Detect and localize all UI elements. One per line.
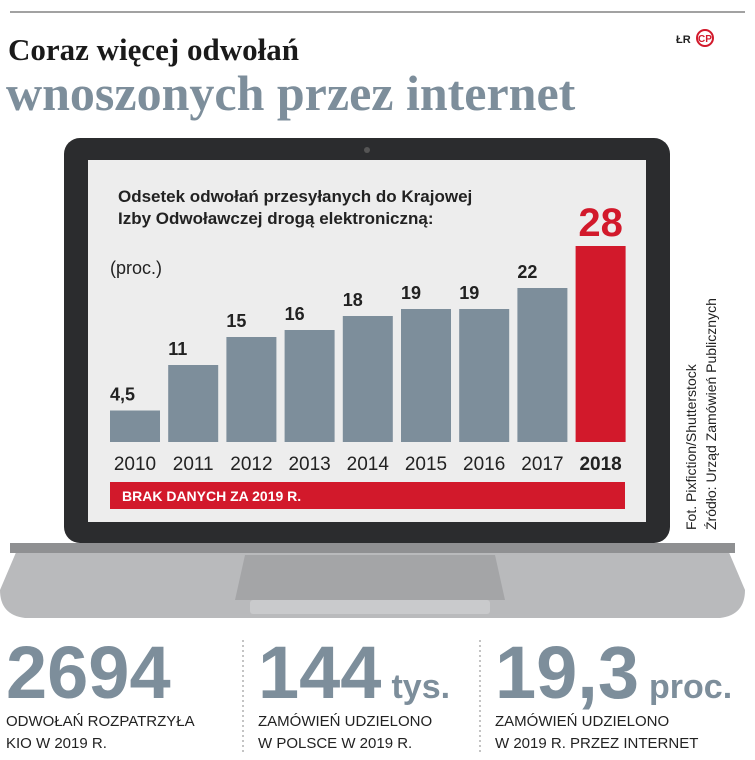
bar — [517, 288, 568, 442]
x-tick-label: 2018 — [579, 454, 621, 475]
stat-value: 2694 — [6, 631, 171, 714]
value-label: 19 — [459, 283, 479, 303]
title-line: Coraz więcej odwołań — [8, 32, 299, 67]
x-tick-label: 2016 — [463, 454, 505, 475]
logo-ring — [696, 29, 714, 47]
unit-label: (proc.) — [110, 258, 162, 278]
stat-caption: W 2019 R. PRZEZ INTERNET — [495, 735, 698, 752]
stat-value: 144 — [258, 631, 381, 714]
bar — [226, 337, 277, 442]
credit: Źródło: Urząd Zamówień Publicznych — [703, 298, 719, 530]
x-tick-label: 2014 — [347, 454, 390, 475]
x-tick-label: 2011 — [173, 454, 214, 475]
stat-caption: ZAMÓWIEŃ UDZIELONO — [258, 713, 432, 730]
value-label: 16 — [285, 304, 305, 324]
x-tick-label: 2017 — [521, 454, 563, 475]
bar — [459, 309, 510, 442]
bar — [575, 246, 626, 442]
credit: Fot. Pixfiction/Shutterstock — [683, 363, 699, 530]
bar-chart: Odsetek odwołań przesyłanych do Krajowej… — [110, 187, 626, 509]
value-label: 11 — [168, 339, 187, 359]
bar — [401, 309, 451, 442]
chart-title: Odsetek odwołań przesyłanych do Krajowej — [118, 187, 472, 206]
x-tick-label: 2015 — [405, 454, 447, 475]
x-tick-label: 2013 — [288, 454, 330, 475]
stat-unit: proc. — [649, 668, 732, 706]
value-label: 15 — [226, 311, 246, 331]
chart-title: Izby Odwoławczej drogą elektroniczną: — [118, 209, 434, 228]
value-label: 19 — [401, 283, 421, 303]
stat-unit: tys. — [391, 668, 450, 706]
stat-caption: ODWOŁAŃ ROZPATRZYŁA — [6, 713, 195, 730]
note-band — [110, 482, 625, 509]
x-tick-label: 2010 — [114, 454, 156, 475]
touchpad — [250, 600, 490, 614]
bar — [110, 410, 160, 442]
logo-text: CP — [698, 34, 712, 45]
stat-caption: KIO W 2019 R. — [6, 735, 107, 752]
title-line: wnoszonych przez internet — [6, 65, 576, 121]
x-tick-label: 2012 — [230, 454, 272, 475]
logo-text: ŁR — [676, 34, 691, 46]
value-label: 28 — [578, 201, 623, 245]
camera — [364, 147, 370, 153]
bar — [342, 316, 393, 442]
laptop-hinge — [10, 543, 735, 553]
note: BRAK DANYCH ZA 2019 R. — [122, 488, 301, 504]
bar — [168, 365, 219, 442]
stat-caption: ZAMÓWIEŃ UDZIELONO — [495, 713, 669, 730]
value-label: 22 — [517, 262, 537, 282]
stat-caption: W POLSCE W 2019 R. — [258, 735, 412, 752]
stat-value: 19,3 — [495, 631, 639, 714]
value-label: 4,5 — [110, 385, 135, 405]
value-label: 18 — [343, 290, 363, 310]
bar — [284, 330, 335, 442]
keyboard — [235, 555, 505, 600]
